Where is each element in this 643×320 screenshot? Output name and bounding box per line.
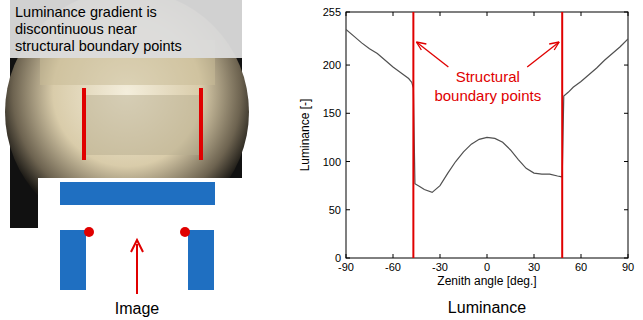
x-tick — [581, 12, 582, 16]
photo-boundary-line — [199, 88, 203, 160]
callout-line: discontinuous near — [15, 21, 137, 37]
x-tick — [628, 12, 629, 16]
y-tick — [624, 258, 628, 259]
callout-line: structural boundary points — [15, 38, 182, 54]
photo-back-wall — [85, 95, 200, 155]
luminance-line — [346, 29, 628, 192]
annotation-text: Structural boundary points — [434, 68, 541, 104]
diagram-boundary-point — [180, 227, 190, 237]
annotation-arrow — [527, 42, 559, 67]
diagram-arrow-head — [131, 240, 143, 252]
boundary-line — [412, 12, 414, 258]
y-tick-label: 100 — [323, 156, 341, 168]
x-tick — [346, 254, 347, 258]
plot-area — [346, 12, 628, 258]
x-tick — [440, 254, 441, 258]
x-tick — [440, 12, 441, 16]
x-tick-label: -90 — [338, 261, 354, 273]
plot-frame — [346, 12, 628, 258]
y-axis-label: Luminance [-] — [298, 99, 312, 172]
diagram-label: Image — [115, 300, 160, 317]
y-tick — [346, 161, 350, 162]
y-tick — [624, 113, 628, 114]
y-tick — [624, 209, 628, 210]
callout-box — [10, 0, 242, 58]
y-tick — [624, 12, 628, 13]
x-tick — [346, 12, 347, 16]
x-tick — [393, 12, 394, 16]
annotation-arrow-head — [416, 42, 426, 50]
x-tick-label: 30 — [528, 261, 540, 273]
diagram-right-wall — [188, 230, 214, 290]
annotation-arrow-head — [549, 42, 559, 50]
y-tick-label: 200 — [323, 59, 341, 71]
diagram-background — [38, 178, 242, 320]
y-tick — [346, 113, 350, 114]
x-tick — [487, 12, 488, 16]
x-tick-label: 60 — [575, 261, 587, 273]
y-tick — [346, 209, 350, 210]
diagram-left-wall — [60, 230, 86, 290]
x-axis-label: Zenith angle [deg.] — [437, 274, 536, 288]
callout-line: Luminance gradient is — [15, 4, 157, 20]
x-tick — [581, 254, 582, 258]
diagram-ceiling — [60, 182, 215, 205]
annotation-line: boundary points — [434, 87, 541, 104]
y-tick — [346, 12, 350, 13]
figure: Luminance gradient isdiscontinuous nears… — [0, 0, 643, 320]
x-tick — [487, 254, 488, 258]
y-tick — [346, 258, 350, 259]
y-tick-label: 255 — [323, 6, 341, 18]
y-tick — [624, 65, 628, 66]
chart-caption: Luminance — [448, 299, 526, 316]
x-tick — [628, 254, 629, 258]
x-tick-label: 90 — [622, 261, 634, 273]
chart: 050100150200255-90-60-300306090Structura… — [298, 6, 634, 316]
diagram-boundary-point — [84, 227, 94, 237]
y-tick-label: 50 — [329, 204, 341, 216]
photo-boundary-line — [82, 88, 86, 160]
y-tick — [346, 65, 350, 66]
x-tick — [393, 254, 394, 258]
callout-text: Luminance gradient isdiscontinuous nears… — [15, 4, 182, 54]
x-tick — [534, 254, 535, 258]
y-tick-label: 150 — [323, 107, 341, 119]
x-tick-label: 0 — [484, 261, 490, 273]
y-tick — [624, 161, 628, 162]
x-tick-label: -30 — [432, 261, 448, 273]
boundary-line — [561, 12, 563, 258]
annotation-line: Structural — [456, 68, 520, 85]
x-tick — [534, 12, 535, 16]
annotation-arrow — [416, 42, 448, 67]
x-tick-label: -60 — [385, 261, 401, 273]
left-panel: Luminance gradient isdiscontinuous nears… — [5, 0, 249, 320]
diagram-arrow — [136, 244, 138, 294]
